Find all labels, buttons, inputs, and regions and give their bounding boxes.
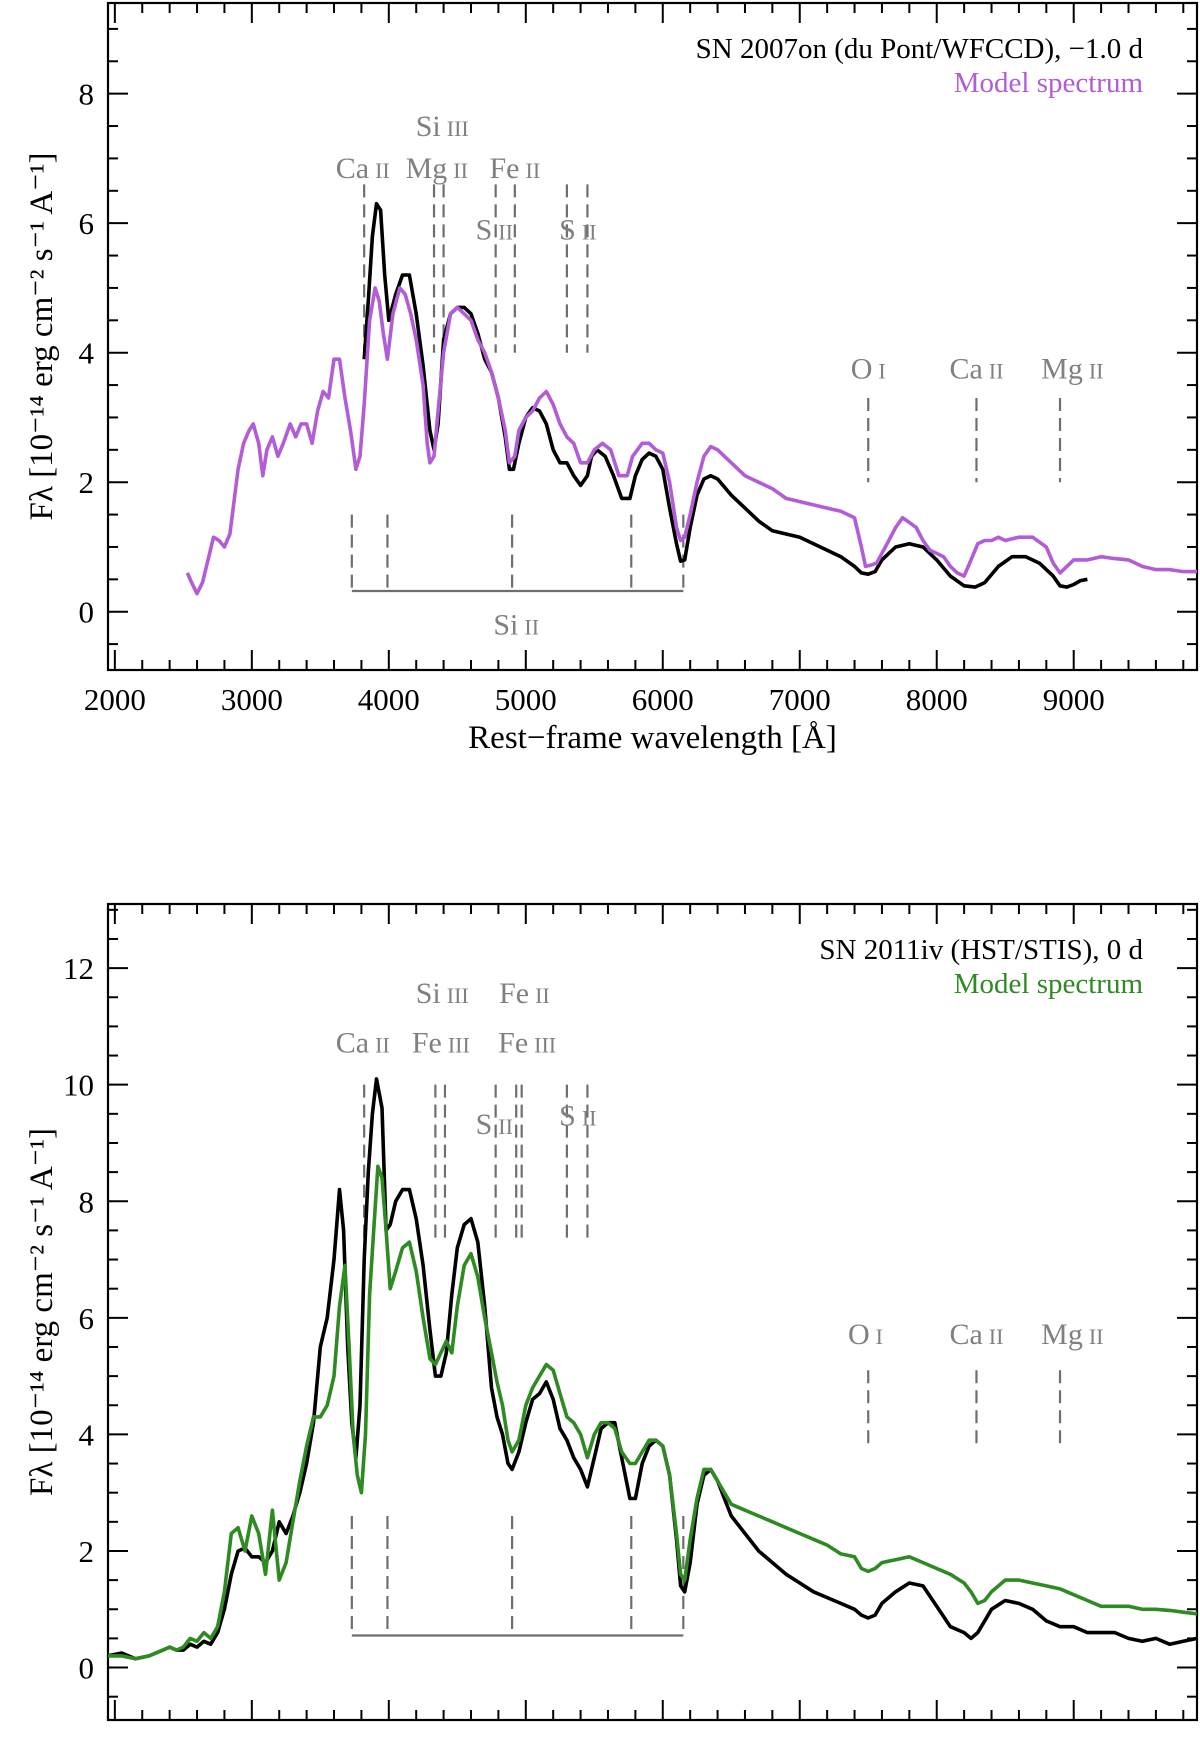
x-tick-label: 6000 bbox=[632, 1732, 694, 1740]
x-tick-label: 6000 bbox=[632, 682, 694, 717]
y-tick-label: 2 bbox=[79, 1534, 95, 1569]
ion-label: Ca II bbox=[336, 152, 390, 185]
legend-entry: Model spectrum bbox=[954, 968, 1144, 1000]
ion-label: Ca II bbox=[949, 1318, 1003, 1351]
model-spectrum-line bbox=[108, 1164, 1197, 1661]
ion-label: Ca II bbox=[336, 1027, 390, 1060]
x-tick-label: 5000 bbox=[495, 1732, 557, 1740]
legend-entry: SN 2007on (du Pont/WFCCD), −1.0 d bbox=[696, 33, 1144, 65]
legend-entry: SN 2011iv (HST/STIS), 0 d bbox=[819, 934, 1143, 966]
y-axis-label: Fλ [10⁻¹⁴ erg cm⁻² s⁻¹ A⁻¹] bbox=[24, 152, 60, 520]
ion-label: Si III bbox=[416, 110, 469, 143]
y-tick-label: 4 bbox=[79, 336, 95, 371]
x-tick-label: 3000 bbox=[221, 682, 283, 717]
plot-frame bbox=[106, 902, 1199, 1722]
y-tick-label: 4 bbox=[79, 1417, 95, 1452]
chart-panel-1: 2000 3000 4000 5000 6000 7000 8000 9000 0 2 4 6 8 Res… bbox=[24, 1, 1199, 756]
model-spectrum-line bbox=[185, 286, 1197, 596]
ion-label: Si II bbox=[493, 608, 539, 641]
y-tick-label: 8 bbox=[79, 1184, 95, 1219]
y-tick-label: 12 bbox=[63, 951, 94, 986]
ion-label: Fe II bbox=[499, 977, 550, 1010]
y-tick-label: 0 bbox=[79, 595, 95, 630]
y-tick-label: 6 bbox=[79, 1301, 95, 1336]
x-tick-label: 8000 bbox=[906, 682, 968, 717]
ion-label: S II bbox=[559, 213, 596, 246]
ion-label: Ca II bbox=[949, 353, 1003, 386]
ion-label: Si III bbox=[416, 977, 469, 1010]
x-tick-label: 3000 bbox=[221, 1732, 283, 1740]
y-tick-label: 8 bbox=[79, 77, 95, 112]
ion-label: Mg II bbox=[1041, 353, 1103, 386]
x-tick-label: 7000 bbox=[769, 1732, 831, 1740]
observed-spectrum-line bbox=[108, 1077, 1197, 1661]
x-tick-label: 5000 bbox=[495, 682, 557, 717]
x-tick-label: 8000 bbox=[906, 1732, 968, 1740]
y-axis-label: Fλ [10⁻¹⁴ erg cm⁻² s⁻¹ A⁻¹] bbox=[24, 1128, 60, 1496]
x-tick-label: 9000 bbox=[1043, 682, 1105, 717]
ion-label: Fe II bbox=[490, 152, 541, 185]
ion-label: S II bbox=[476, 213, 513, 246]
chart-panel-2: 2000 3000 4000 5000 6000 7000 8000 9000 0 2 4 6 8 10 1… bbox=[24, 902, 1199, 1740]
y-tick-label: 6 bbox=[79, 206, 95, 241]
y-tick-label: 0 bbox=[79, 1651, 95, 1686]
y-tick-label: 2 bbox=[79, 465, 95, 500]
ion-label: Mg II bbox=[1041, 1318, 1103, 1351]
x-tick-label: 7000 bbox=[769, 682, 831, 717]
x-tick-label: 9000 bbox=[1043, 1732, 1105, 1740]
ion-label: S II bbox=[476, 1108, 513, 1141]
x-tick-label: 2000 bbox=[84, 1732, 146, 1740]
y-tick-label: 10 bbox=[63, 1068, 94, 1103]
ion-label: Mg II bbox=[406, 152, 468, 185]
ion-label: Fe III bbox=[412, 1027, 470, 1060]
observed-spectrum-line bbox=[362, 201, 1088, 589]
x-tick-label: 4000 bbox=[358, 1732, 420, 1740]
plot-frame bbox=[106, 1, 1199, 672]
legend-entry: Model spectrum bbox=[954, 67, 1144, 99]
ion-label: S II bbox=[559, 1099, 596, 1132]
ion-label: Fe III bbox=[498, 1027, 556, 1060]
x-tick-label: 2000 bbox=[84, 682, 146, 717]
x-axis-label: Rest−frame wavelength [Å] bbox=[468, 719, 837, 756]
x-tick-label: 4000 bbox=[358, 682, 420, 717]
